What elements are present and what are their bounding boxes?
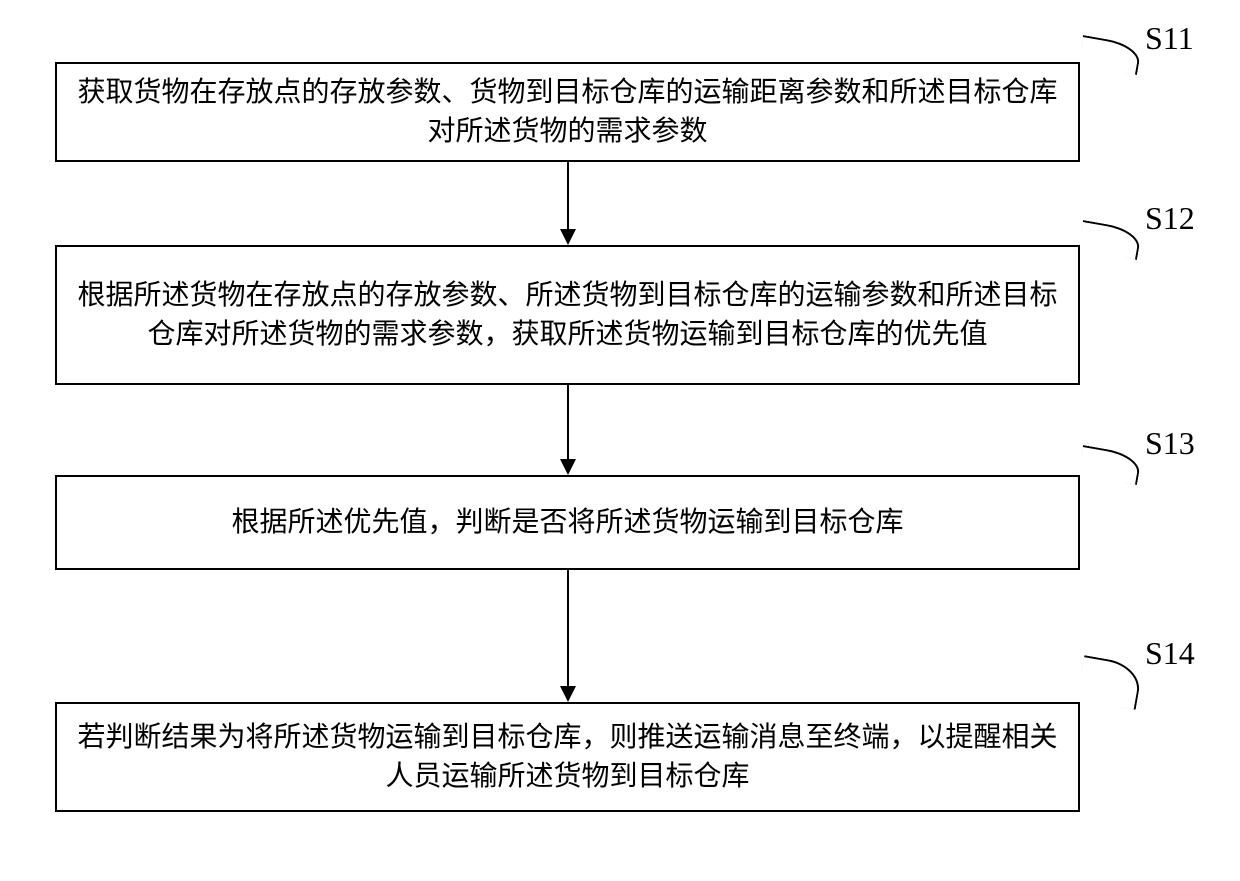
- step-box-s11: 获取货物在存放点的存放参数、货物到目标仓库的运输距离参数和所述目标仓库对所述货物…: [55, 62, 1080, 162]
- arrow-head-1: [560, 229, 576, 245]
- step-label-s13: S13: [1145, 425, 1195, 462]
- step-text-s13: 根据所述优先值，判断是否将所述货物运输到目标仓库: [231, 503, 903, 542]
- flowchart-canvas: 获取货物在存放点的存放参数、货物到目标仓库的运输距离参数和所述目标仓库对所述货物…: [0, 0, 1240, 881]
- arrow-head-3: [560, 686, 576, 702]
- step-text-s12: 根据所述货物在存放点的存放参数、所述货物到目标仓库的运输参数和所述目标仓库对所述…: [77, 276, 1058, 354]
- step-text-s11: 获取货物在存放点的存放参数、货物到目标仓库的运输距离参数和所述目标仓库对所述货物…: [77, 73, 1058, 151]
- callout-s12: [1078, 220, 1142, 260]
- step-box-s12: 根据所述货物在存放点的存放参数、所述货物到目标仓库的运输参数和所述目标仓库对所述…: [55, 245, 1080, 385]
- step-text-s14: 若判断结果为将所述货物运输到目标仓库，则推送运输消息至终端，以提醒相关人员运输所…: [77, 718, 1058, 796]
- step-label-s12: S12: [1145, 200, 1195, 237]
- arrow-line-3: [567, 570, 569, 686]
- arrow-line-2: [567, 385, 569, 459]
- callout-s11: [1078, 35, 1142, 75]
- step-label-s14: S14: [1145, 635, 1195, 672]
- arrow-line-1: [567, 162, 569, 229]
- arrow-head-2: [560, 459, 576, 475]
- callout-s14: [1077, 655, 1144, 710]
- step-box-s14: 若判断结果为将所述货物运输到目标仓库，则推送运输消息至终端，以提醒相关人员运输所…: [55, 702, 1080, 812]
- callout-s13: [1078, 445, 1142, 485]
- step-box-s13: 根据所述优先值，判断是否将所述货物运输到目标仓库: [55, 475, 1080, 570]
- step-label-s11: S11: [1145, 20, 1194, 57]
